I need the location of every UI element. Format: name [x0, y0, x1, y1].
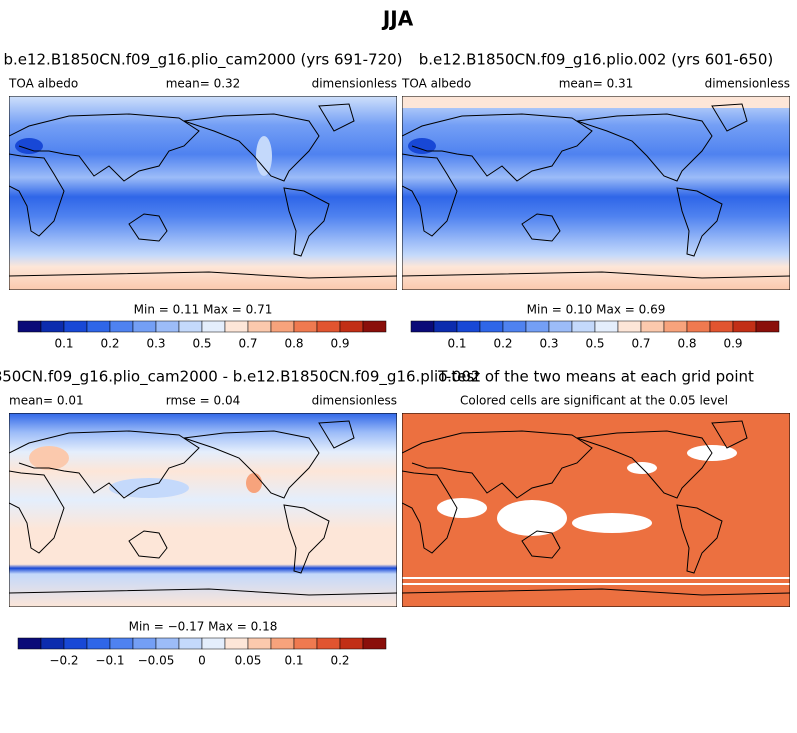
colorbar-box	[224, 320, 249, 333]
colorbar-box	[594, 320, 619, 333]
colorbar-box	[293, 637, 318, 650]
colorbar-box	[132, 637, 157, 650]
colorbar-label: −0.2	[49, 654, 78, 668]
colorbar-box	[316, 320, 341, 333]
colorbar-label: 0.3	[146, 337, 165, 351]
colorbar-box	[247, 637, 272, 650]
subtitle-center: rmse = 0.04	[166, 394, 240, 408]
colorbar-box	[663, 320, 688, 333]
colorbar-label: 0.8	[284, 337, 303, 351]
colorbar-box	[410, 320, 435, 333]
colorbar-box	[17, 320, 42, 333]
colorbar-box	[525, 320, 550, 333]
colorbar-box	[293, 320, 318, 333]
subtitle-left: TOA albedo	[401, 77, 471, 91]
colorbar-box	[201, 320, 226, 333]
panel-title: b.e12.B1850CN.f09_g16.plio_cam2000 - b.e…	[0, 368, 480, 387]
min-max: Min = 0.11 Max = 0.71	[134, 303, 273, 317]
colorbar-box	[456, 320, 481, 333]
subtitle-right: dimensionless	[312, 394, 397, 408]
subtitle-left: TOA albedo	[8, 77, 78, 91]
map	[402, 96, 790, 290]
colorbar-box	[362, 637, 387, 650]
subtitle-center: Colored cells are significant at the 0.0…	[460, 394, 728, 408]
colorbar-label: 0.2	[330, 654, 349, 668]
figure-title: JJA	[381, 7, 414, 31]
colorbar-box	[502, 320, 527, 333]
map	[402, 413, 790, 607]
colorbar-label: 0.05	[235, 654, 262, 668]
colorbar-box	[201, 637, 226, 650]
colorbar-box	[617, 320, 642, 333]
colorbar-label: 0.9	[723, 337, 742, 351]
colorbar-box	[86, 320, 111, 333]
colorbar-box	[178, 637, 203, 650]
colorbar-label: 0.9	[330, 337, 349, 351]
map	[9, 96, 397, 290]
colorbar-box	[548, 320, 573, 333]
colorbar-box	[316, 637, 341, 650]
colorbar-box	[339, 320, 364, 333]
panel-title: b.e12.B1850CN.f09_g16.plio.002 (yrs 601-…	[419, 51, 774, 70]
colorbar-box	[571, 320, 596, 333]
colorbar-box	[40, 637, 65, 650]
colorbar-box	[247, 320, 272, 333]
colorbar-box	[709, 320, 734, 333]
panel-title: T-test of the two means at each grid poi…	[437, 368, 754, 386]
colorbar-label: 0.1	[447, 337, 466, 351]
min-max: Min = 0.10 Max = 0.69	[527, 303, 666, 317]
panel-title: b.e12.B1850CN.f09_g16.plio_cam2000 (yrs …	[3, 51, 402, 70]
colorbar-label: 0.3	[539, 337, 558, 351]
colorbar-label: 0.7	[631, 337, 650, 351]
min-max: Min = −0.17 Max = 0.18	[129, 620, 278, 634]
colorbar-box	[86, 637, 111, 650]
colorbar-label: 0.5	[192, 337, 211, 351]
colorbar-box	[63, 320, 88, 333]
colorbar-label: 0.2	[493, 337, 512, 351]
subtitle-left: mean= 0.01	[9, 394, 84, 408]
colorbar-label: 0	[198, 654, 206, 668]
colorbar-label: −0.05	[138, 654, 175, 668]
colorbar-box	[224, 637, 249, 650]
colorbar-box	[63, 637, 88, 650]
colorbar-box	[270, 637, 295, 650]
colorbar-label: 0.7	[238, 337, 257, 351]
colorbar-box	[109, 637, 134, 650]
colorbar-box	[17, 637, 42, 650]
colorbar-label: 0.8	[677, 337, 696, 351]
subtitle-center: mean= 0.31	[559, 77, 634, 91]
colorbar-box	[155, 637, 180, 650]
colorbar-box	[362, 320, 387, 333]
colorbar-box	[132, 320, 157, 333]
colorbar-box	[433, 320, 458, 333]
colorbar-box	[479, 320, 504, 333]
colorbar-box	[40, 320, 65, 333]
colorbar-label: 0.5	[585, 337, 604, 351]
colorbar-label: 0.1	[284, 654, 303, 668]
subtitle-right: dimensionless	[312, 77, 397, 91]
colorbar-box	[755, 320, 780, 333]
colorbar-box	[686, 320, 711, 333]
colorbar-label: −0.1	[95, 654, 124, 668]
colorbar-label: 0.2	[100, 337, 119, 351]
subtitle-right: dimensionless	[705, 77, 790, 91]
colorbar-box	[640, 320, 665, 333]
colorbar-label: 0.1	[54, 337, 73, 351]
colorbar-box	[339, 637, 364, 650]
colorbar-box	[732, 320, 757, 333]
colorbar-box	[178, 320, 203, 333]
colorbar-box	[155, 320, 180, 333]
subtitle-center: mean= 0.32	[166, 77, 241, 91]
map	[9, 413, 397, 607]
colorbar-box	[270, 320, 295, 333]
colorbar-box	[109, 320, 134, 333]
